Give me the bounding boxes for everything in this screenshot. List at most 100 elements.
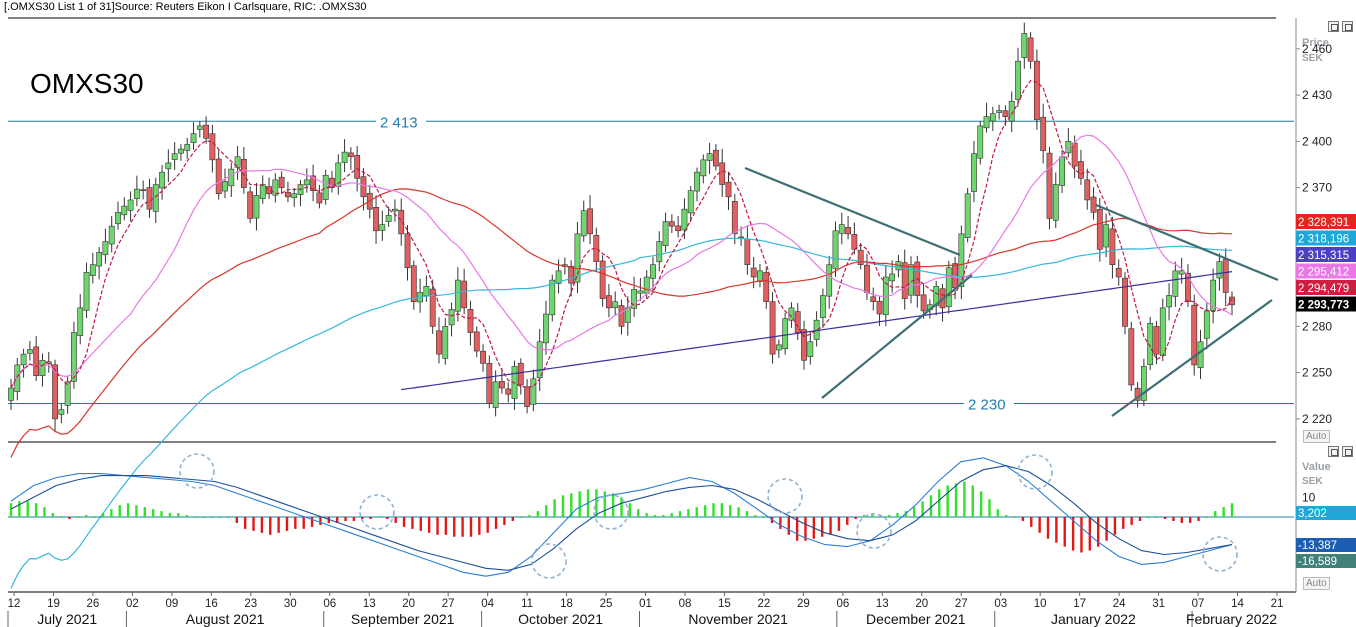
macd-line [10,457,1233,577]
macd-histogram-bar [1163,517,1167,519]
macd-histogram-bar [578,491,581,518]
macd-histogram-bar [302,517,305,529]
macd-histogram-bar [76,517,80,519]
ma-100-cyan-line [10,237,1233,589]
price-axis-unit: SEK [1302,53,1323,64]
candle-body [612,301,619,308]
maximize-icon[interactable] [1328,446,1339,457]
candle-body [272,179,279,196]
candle-body [379,224,386,231]
macd-histogram-bar [561,495,565,518]
candle-body [178,148,184,154]
candle-body [964,193,971,238]
maximize-icon[interactable] [1328,21,1339,32]
candle-body [1197,341,1204,369]
auto-scale-button-macd[interactable]: Auto [1303,577,1330,590]
price-badge [1296,247,1356,262]
level-label-bg [964,394,1014,413]
candle-body [429,288,436,327]
macd-histogram-bar [553,499,556,518]
macd-histogram-bar [712,503,715,518]
candle-body [1040,116,1047,151]
candle-body [1203,310,1210,339]
macd-histogram-bar [444,517,448,535]
macd-histogram-bar [1055,517,1058,543]
candle-body [801,329,807,361]
candle-body [587,208,593,235]
macd-histogram-bar [1038,517,1041,533]
candle-body [33,346,40,377]
x-day-label: 09 [165,598,178,610]
macd-histogram-bar [871,513,874,518]
candle-body [1153,326,1160,355]
candle-body [1109,228,1116,265]
candle-body [738,236,744,239]
x-day-label: 17 [1073,598,1086,610]
candle-body [1166,295,1172,308]
candle-body [977,125,984,159]
macd-histogram-bar [653,515,657,518]
candle-body [637,290,644,294]
restore-icon[interactable] [1342,21,1353,32]
candle-body [687,190,694,214]
candle-body [347,152,354,158]
macd-histogram-bar [486,517,489,533]
x-day-label: 15 [718,598,731,610]
macd-signal-line [10,465,1233,571]
macd-histogram-bar [177,513,180,518]
candle-body [631,289,637,309]
macd-histogram-bar [394,517,397,523]
macd-histogram-bar [1046,517,1050,539]
candle-body [247,191,254,219]
candle-body [769,301,776,355]
candle-body [807,341,814,357]
macd-histogram-bar [687,509,690,518]
price-badge-label: 2 293,773 [1298,300,1349,312]
price-badge [1296,296,1356,312]
candle-body [750,267,757,278]
macd-histogram-bar [913,507,916,518]
x-day-label: 13 [363,598,376,610]
candle-body [1071,142,1078,167]
macd-histogram-bar [68,517,71,519]
candle-body [190,133,197,144]
auto-scale-button-price[interactable]: Auto [1303,430,1330,443]
macd-histogram-bar [1088,517,1092,551]
level-label-bg [376,112,426,131]
macd-histogram-bar [352,517,356,521]
candle-body [505,388,512,395]
macd-histogram-bar [402,517,406,527]
macd-histogram-bar [946,485,949,518]
candle-body [461,280,468,309]
macd-histogram-bar [1197,517,1200,521]
horizontal-level-label: 2 413 [380,114,418,131]
macd-histogram-bar [319,517,322,525]
candle-body [410,265,417,302]
restore-icon[interactable] [1342,446,1353,457]
candle-body [517,362,524,386]
macd-histogram-bar [277,517,280,533]
macd-histogram-bar [135,505,138,518]
candle-body [26,349,33,354]
ma-200-purple-line [401,271,1233,391]
candle-body [1222,259,1229,293]
candle-body [71,332,77,382]
candle-body [454,279,461,312]
price-tick-label: 2 220 [1302,412,1332,426]
macd-histogram-bar [846,517,849,525]
candle-body [794,311,801,333]
ma-50-red-line [10,188,1233,458]
x-day-label: 04 [481,598,494,610]
macd-histogram-bar [929,495,933,518]
candle-body [838,224,845,234]
price-tick-label: 2 250 [1302,366,1332,380]
macd-histogram-bar [988,499,991,518]
candle-body [1008,100,1015,122]
price-panel-window-controls [1328,21,1353,32]
candle-body [681,208,688,231]
macd-badge [1296,538,1356,552]
macd-axis-unit: SEK [1302,476,1323,487]
x-month-label: July 2021 [37,611,97,627]
macd-histogram-bar [252,517,255,531]
